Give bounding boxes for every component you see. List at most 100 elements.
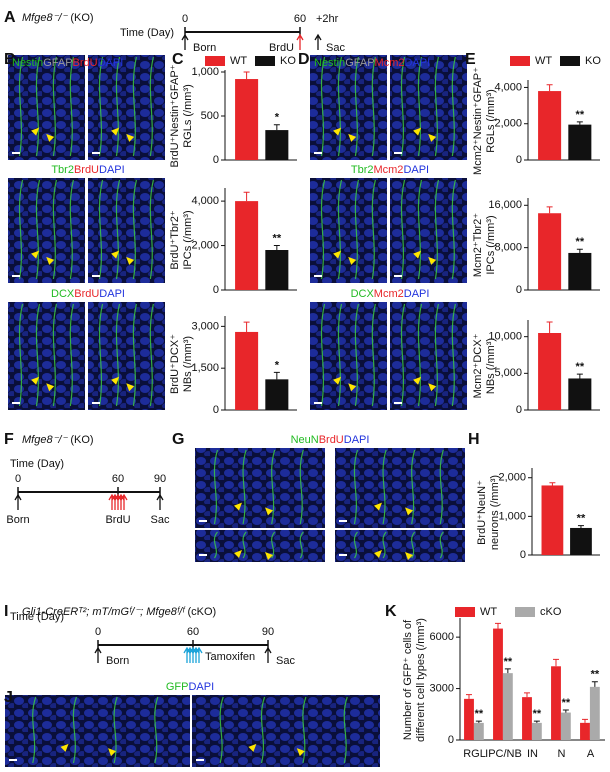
process: [115, 303, 121, 407]
panel-label: B: [4, 51, 16, 68]
y-tick-label: 0: [516, 284, 522, 296]
stain-label: DCXMcm2DAPI: [351, 288, 430, 300]
y-axis-label: NBs (/mm³): [485, 338, 497, 394]
scale-bar: [92, 152, 100, 154]
genotype: Mfge8⁻/⁻: [22, 12, 68, 24]
scale-bar: [12, 152, 20, 154]
y-axis-label: Mcm2⁺Nestin⁺GFAP⁺: [472, 67, 484, 175]
event-label: BrdU: [105, 514, 130, 526]
error-bar: [552, 658, 559, 667]
stain: DAPI: [344, 434, 370, 446]
arrowhead: [126, 256, 135, 265]
micrographs: [5, 55, 467, 767]
event-arrow: [195, 646, 203, 663]
event-arrow: [192, 646, 200, 663]
bar: [570, 527, 592, 555]
scale-bar: [394, 402, 402, 404]
y-tick-label: 4,000: [494, 81, 522, 93]
scale-bar: [314, 152, 322, 154]
process: [411, 449, 416, 525]
bar: [538, 333, 562, 410]
process: [337, 303, 343, 407]
bar: [589, 686, 600, 740]
panel-label: I: [4, 603, 8, 620]
stain: Mcm2: [373, 164, 403, 176]
y-tick-label: 0: [516, 154, 522, 166]
event-label: Born: [6, 514, 29, 526]
timeline-axis-label: Time (Day): [120, 27, 174, 39]
arrowhead: [374, 502, 382, 511]
y-tick-label: 8,000: [494, 242, 522, 254]
error-bar: [465, 694, 472, 699]
y-tick-label: 16,000: [488, 199, 522, 211]
panel-label: F: [4, 431, 14, 448]
arrowhead: [333, 127, 342, 136]
legend-swatch: [560, 56, 580, 66]
genotype: Gli1-CreERᵀ²; mT/mGᶠ/⁻; Mfge8ᶠ/ᶠ: [22, 606, 186, 618]
process: [149, 303, 154, 407]
process: [132, 179, 138, 280]
significance: *: [275, 112, 280, 124]
process: [260, 696, 266, 764]
stain: Mcm2: [374, 288, 404, 300]
error-bar: [533, 720, 540, 723]
stain: BrdU: [74, 164, 99, 176]
process: [320, 303, 326, 407]
panel-label: A: [4, 9, 16, 26]
process: [149, 179, 154, 280]
legend-swatch: [510, 56, 530, 66]
legend-label: KO: [280, 55, 296, 67]
error-bar: [576, 248, 583, 253]
stain: BrdU: [73, 57, 98, 69]
y-axis-label: Mcm2⁺Tbr2⁺: [472, 213, 484, 277]
micrograph: [8, 178, 85, 283]
y-tick-label: 0: [520, 549, 526, 561]
scale-bar: [196, 759, 204, 761]
bar: [265, 379, 289, 410]
legend-swatch: [205, 56, 225, 66]
y-tick-label: 1,500: [191, 362, 219, 374]
process: [353, 449, 359, 525]
process: [132, 56, 138, 157]
stain-label: DCXBrdUDAPI: [51, 288, 125, 300]
significance: **: [504, 656, 513, 668]
process: [417, 179, 423, 280]
process: [52, 303, 58, 407]
process: [320, 179, 326, 280]
arrowhead: [60, 743, 69, 752]
error-bar: [546, 84, 553, 92]
event-arrow: [314, 33, 322, 50]
panel-label: J: [4, 689, 13, 706]
arrowhead: [234, 502, 242, 511]
y-axis-label: RGLs (/mm³): [182, 84, 194, 148]
panel-label: H: [468, 431, 480, 448]
arrowhead: [413, 250, 422, 259]
stain: GFAP: [43, 57, 72, 69]
y-tick-label: 0: [516, 404, 522, 416]
bar: [560, 712, 571, 740]
process: [417, 303, 423, 407]
arrowhead: [31, 127, 40, 136]
event-arrow: [120, 493, 128, 510]
process: [434, 179, 440, 280]
process: [354, 179, 360, 280]
process: [35, 179, 41, 280]
process: [219, 696, 224, 764]
bar: [551, 666, 561, 740]
y-axis-label: BrdU⁺DCX⁺: [169, 334, 181, 394]
x-tick-label: IN: [527, 748, 538, 760]
timeline-axis-label: Time (Day): [10, 611, 64, 623]
process: [337, 56, 343, 157]
y-tick-label: 0: [213, 284, 219, 296]
x-tick-label: IPC/NB: [485, 748, 522, 760]
process: [149, 56, 154, 157]
error-bar: [273, 245, 280, 250]
arrowhead: [108, 748, 116, 757]
error-bar: [243, 191, 250, 202]
process: [434, 56, 440, 157]
group: (cKO): [187, 606, 216, 618]
process: [417, 56, 423, 157]
stain: DCX: [351, 288, 375, 300]
panel-label: D: [298, 51, 310, 68]
micrograph: [335, 448, 465, 528]
